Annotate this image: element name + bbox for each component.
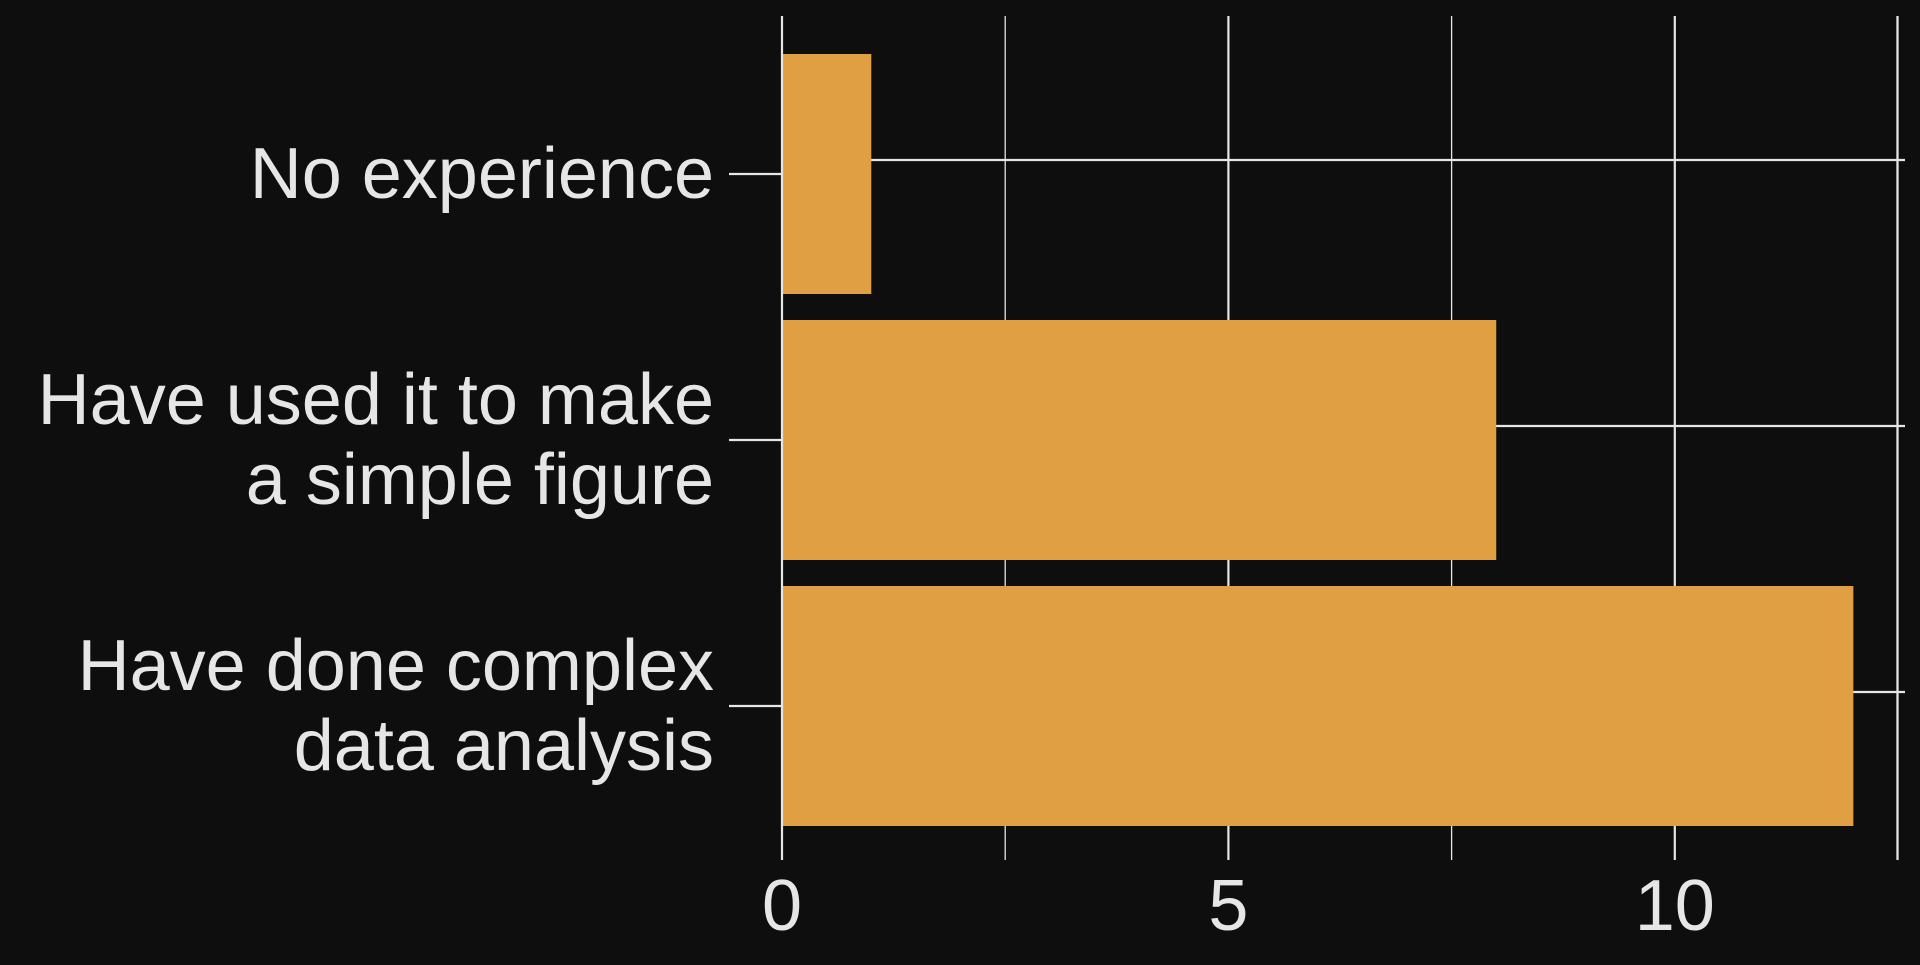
bar: [782, 586, 1854, 826]
y-tick-label: data analysis: [294, 706, 714, 786]
axes: [729, 16, 784, 860]
x-tick-label: 5: [1208, 866, 1248, 946]
y-tick-label: a simple figure: [246, 440, 714, 520]
bar: [782, 54, 872, 294]
y-tick-label: No experience: [250, 134, 714, 214]
y-tick-label: Have done complex: [78, 626, 714, 706]
x-tick-label: 0: [762, 866, 802, 946]
x-tick-label: 10: [1635, 866, 1715, 946]
bars: [782, 54, 1854, 826]
y-tick-label: Have used it to make: [38, 360, 714, 440]
bar: [782, 320, 1497, 560]
